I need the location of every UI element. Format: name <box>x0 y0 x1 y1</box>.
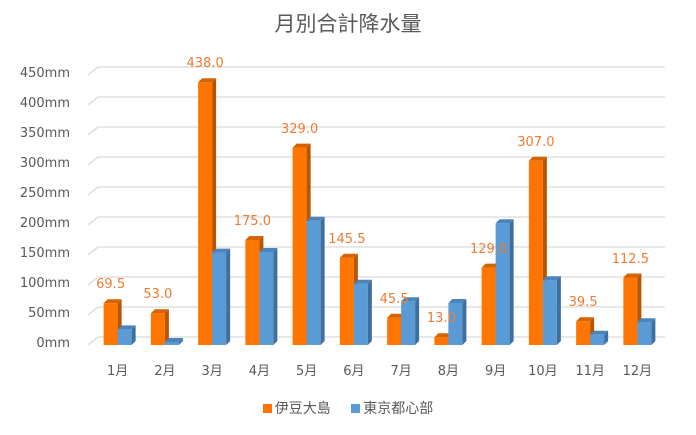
y-tick-label: 200mm <box>19 216 70 231</box>
y-tick-label: 150mm <box>19 246 70 261</box>
data-label: 13.0 <box>426 311 456 327</box>
bar-tokyo <box>212 248 231 345</box>
x-tick-label: 5月 <box>295 364 318 379</box>
gridline <box>87 126 665 136</box>
data-label: 53.0 <box>143 287 173 303</box>
gridline <box>87 96 665 106</box>
data-label: 69.5 <box>96 277 126 293</box>
x-tick-label: 2月 <box>154 364 176 379</box>
data-label: 175.0 <box>233 214 271 229</box>
bar-tokyo <box>259 248 278 345</box>
x-tick-label: 9月 <box>484 364 507 379</box>
legend-item-izu-oshima: 伊豆大島 <box>262 398 331 418</box>
gridline <box>87 216 665 226</box>
x-tick-label: 10月 <box>528 364 558 379</box>
bar-tokyo <box>306 216 325 345</box>
gridline <box>87 156 665 166</box>
y-tick-label: 250mm <box>19 186 70 201</box>
x-tick-label: 7月 <box>390 364 412 379</box>
data-label: 438.0 <box>186 56 224 72</box>
x-tick-label: 1月 <box>106 364 129 379</box>
y-tick-label: 0mm <box>36 336 70 351</box>
x-tick-label: 11月 <box>575 364 605 379</box>
data-label: 129.0 <box>470 241 508 257</box>
x-tick-label: 12月 <box>622 364 653 379</box>
chart-title: 月別合計降水量 <box>274 12 422 36</box>
gridline <box>87 336 665 346</box>
legend-label: 伊豆大島 <box>274 401 331 417</box>
legend-item-tokyo: 東京都心部 <box>351 398 433 418</box>
data-label: 45.5 <box>379 291 409 307</box>
legend-label: 東京都心部 <box>363 401 434 417</box>
bar-tokyo <box>637 318 656 345</box>
bar-tokyo <box>448 299 467 345</box>
gridline <box>87 186 665 196</box>
y-tick-label: 100mm <box>19 276 70 291</box>
y-tick-label: 450mm <box>19 66 70 81</box>
data-label: 39.5 <box>568 295 598 311</box>
y-tick-label: 400mm <box>19 96 70 111</box>
x-tick-label: 6月 <box>343 364 365 379</box>
gridline <box>87 276 665 286</box>
bar-tokyo <box>164 338 183 345</box>
x-tick-label: 4月 <box>248 364 271 379</box>
bar-izu-oshima <box>623 273 642 345</box>
gridline <box>87 246 665 256</box>
y-tick-label: 350mm <box>19 126 70 141</box>
bar-tokyo <box>590 330 609 345</box>
bar-tokyo <box>401 297 420 345</box>
data-label: 145.5 <box>328 231 366 247</box>
bar-izu-oshima <box>150 309 169 345</box>
data-label: 307.0 <box>517 134 555 150</box>
legend-swatch-blue <box>351 403 361 413</box>
y-tick-label: 300mm <box>19 156 70 171</box>
legend: 伊豆大島 東京都心部 <box>0 398 696 418</box>
data-label: 112.5 <box>611 251 649 267</box>
bar-tokyo <box>117 325 136 345</box>
x-tick-label: 8月 <box>437 364 460 379</box>
gridline <box>87 66 665 76</box>
bar-tokyo <box>353 279 372 345</box>
y-tick-label: 50mm <box>28 306 70 321</box>
gridline <box>87 306 665 316</box>
bar-tokyo <box>542 276 561 345</box>
x-tick-label: 3月 <box>201 364 223 379</box>
bar-tokyo <box>495 219 514 345</box>
legend-swatch-orange <box>262 403 272 413</box>
data-label: 329.0 <box>281 121 319 137</box>
